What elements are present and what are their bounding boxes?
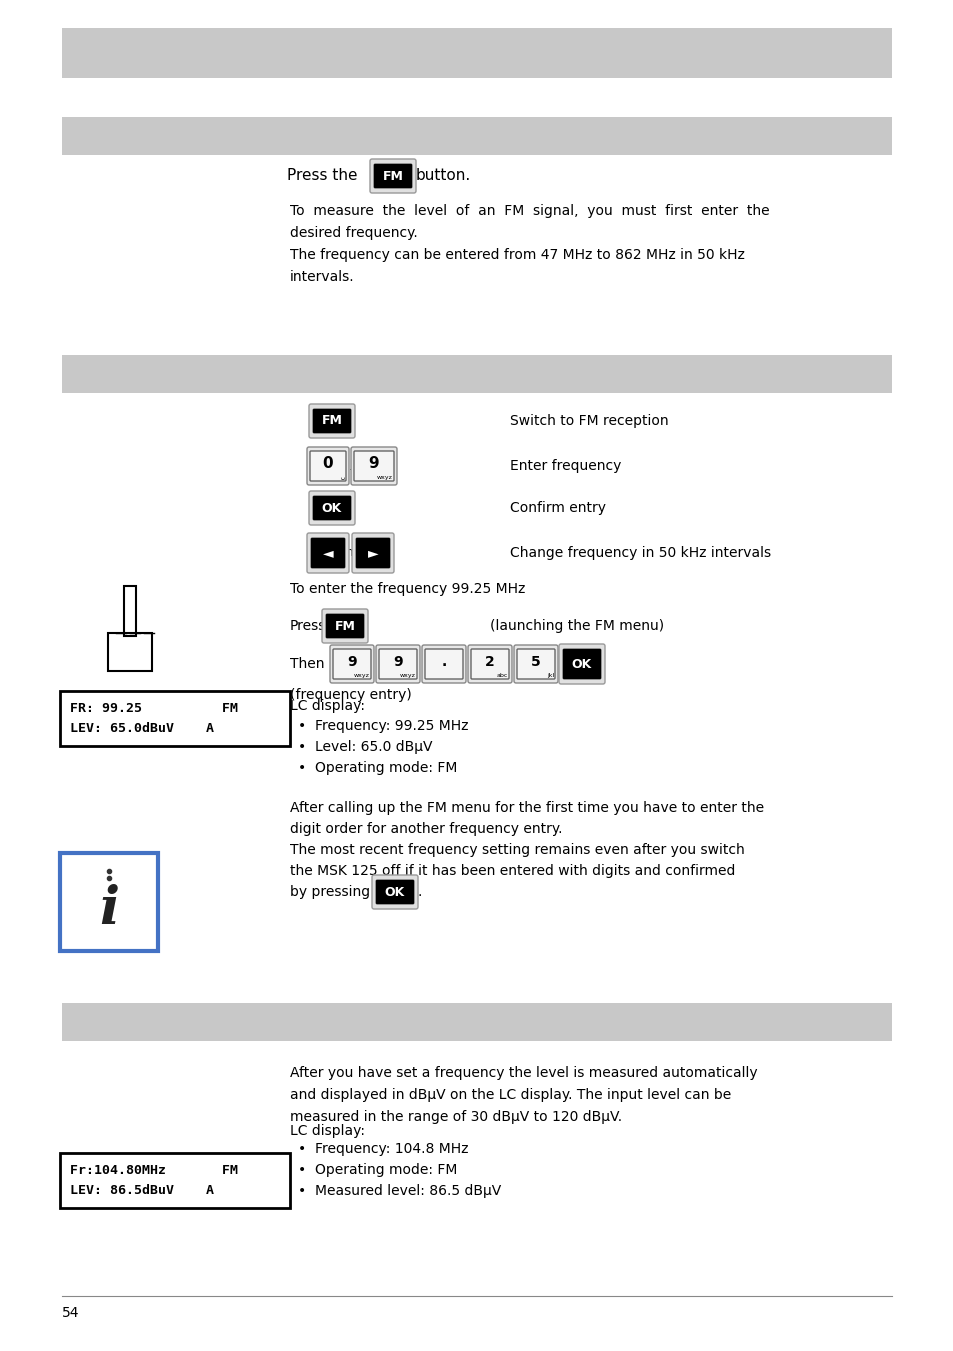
Text: LC display:: LC display:: [290, 698, 365, 713]
Text: the MSK 125 off if it has been entered with digits and confirmed: the MSK 125 off if it has been entered w…: [290, 865, 735, 878]
Text: OK: OK: [321, 501, 342, 515]
Text: After you have set a frequency the level is measured automatically: After you have set a frequency the level…: [290, 1066, 757, 1079]
FancyBboxPatch shape: [514, 644, 558, 684]
FancyBboxPatch shape: [307, 534, 349, 573]
FancyBboxPatch shape: [558, 644, 604, 684]
Text: ...: ...: [346, 459, 357, 473]
Text: jkl: jkl: [546, 673, 554, 678]
Bar: [60, 1152, 290, 1208]
Text: 9: 9: [368, 457, 379, 471]
FancyBboxPatch shape: [375, 644, 419, 684]
Text: ␣: ␣: [340, 476, 345, 480]
Text: (launching the FM menu): (launching the FM menu): [490, 619, 663, 634]
Text: ►: ►: [367, 546, 378, 561]
Text: Confirm entry: Confirm entry: [510, 501, 605, 515]
FancyBboxPatch shape: [375, 880, 414, 904]
Text: measured in the range of 30 dBμV to 120 dBμV.: measured in the range of 30 dBμV to 120 …: [290, 1111, 621, 1124]
Bar: [62, 1002, 891, 1042]
FancyBboxPatch shape: [354, 451, 394, 481]
FancyBboxPatch shape: [421, 644, 465, 684]
Text: abc: abc: [497, 673, 507, 678]
Bar: [62, 118, 891, 155]
Text: 54: 54: [62, 1306, 79, 1320]
Text: •  Operating mode: FM: • Operating mode: FM: [297, 761, 456, 775]
Text: button.: button.: [416, 169, 471, 184]
Text: ◄: ◄: [322, 546, 333, 561]
Text: After calling up the FM menu for the first time you have to enter the: After calling up the FM menu for the fir…: [290, 801, 763, 815]
FancyBboxPatch shape: [424, 648, 462, 680]
Text: FM: FM: [335, 620, 355, 632]
Text: Press: Press: [290, 619, 326, 634]
FancyBboxPatch shape: [313, 409, 351, 434]
Text: The frequency can be entered from 47 MHz to 862 MHz in 50 kHz: The frequency can be entered from 47 MHz…: [290, 249, 744, 262]
Text: i: i: [99, 885, 119, 935]
Text: Fr:104.80MHz       FM: Fr:104.80MHz FM: [70, 1165, 237, 1177]
FancyBboxPatch shape: [309, 490, 355, 526]
Text: FR: 99.25          FM: FR: 99.25 FM: [70, 703, 237, 715]
FancyBboxPatch shape: [562, 648, 600, 680]
Text: 0: 0: [322, 457, 333, 471]
FancyBboxPatch shape: [322, 609, 368, 643]
Text: 2: 2: [485, 655, 495, 669]
Text: OK: OK: [384, 885, 405, 898]
FancyBboxPatch shape: [307, 447, 349, 485]
FancyBboxPatch shape: [351, 447, 396, 485]
Text: •  Operating mode: FM: • Operating mode: FM: [297, 1163, 456, 1177]
FancyBboxPatch shape: [309, 404, 355, 438]
Text: intervals.: intervals.: [290, 270, 355, 284]
Text: 5: 5: [531, 655, 540, 669]
Text: (frequency entry): (frequency entry): [290, 688, 412, 703]
Bar: [60, 852, 158, 951]
Text: .: .: [417, 885, 422, 898]
Text: 9: 9: [393, 655, 402, 669]
Text: Change frequency in 50 kHz intervals: Change frequency in 50 kHz intervals: [510, 546, 770, 561]
Text: digit order for another frequency entry.: digit order for another frequency entry.: [290, 821, 562, 836]
Text: by pressing: by pressing: [290, 885, 370, 898]
FancyBboxPatch shape: [352, 534, 394, 573]
FancyBboxPatch shape: [311, 538, 345, 567]
Text: To  measure  the  level  of  an  FM  signal,  you  must  first  enter  the: To measure the level of an FM signal, yo…: [290, 204, 769, 218]
Text: OK: OK: [571, 658, 592, 670]
Text: LEV: 86.5dBuV    A: LEV: 86.5dBuV A: [70, 1183, 213, 1197]
FancyBboxPatch shape: [370, 159, 416, 193]
FancyBboxPatch shape: [330, 644, 374, 684]
Text: desired frequency.: desired frequency.: [290, 226, 417, 240]
Text: wxyz: wxyz: [354, 673, 370, 678]
FancyBboxPatch shape: [326, 613, 364, 638]
Text: FM: FM: [321, 415, 342, 427]
FancyBboxPatch shape: [374, 163, 412, 188]
FancyBboxPatch shape: [517, 648, 555, 680]
FancyBboxPatch shape: [468, 644, 512, 684]
FancyBboxPatch shape: [313, 496, 351, 520]
Bar: [60, 690, 290, 746]
Text: FM: FM: [382, 169, 403, 182]
Text: Enter frequency: Enter frequency: [510, 459, 620, 473]
Text: •  Level: 65.0 dBμV: • Level: 65.0 dBμV: [297, 740, 432, 754]
Text: .: .: [441, 655, 446, 669]
Text: wxyz: wxyz: [376, 476, 393, 480]
Text: LEV: 65.0dBuV    A: LEV: 65.0dBuV A: [70, 721, 213, 735]
Text: •  Measured level: 86.5 dBμV: • Measured level: 86.5 dBμV: [297, 1183, 500, 1198]
Bar: [62, 355, 891, 393]
Text: wxyz: wxyz: [399, 673, 416, 678]
FancyBboxPatch shape: [333, 648, 371, 680]
FancyBboxPatch shape: [355, 538, 390, 567]
Bar: [62, 28, 891, 78]
Text: LC display:: LC display:: [290, 1124, 365, 1138]
Text: The most recent frequency setting remains even after you switch: The most recent frequency setting remain…: [290, 843, 744, 857]
Text: Then: Then: [290, 657, 324, 671]
Text: Switch to FM reception: Switch to FM reception: [510, 413, 668, 428]
Text: 9: 9: [347, 655, 356, 669]
FancyBboxPatch shape: [471, 648, 509, 680]
FancyBboxPatch shape: [310, 451, 346, 481]
FancyBboxPatch shape: [378, 648, 416, 680]
Text: Press the: Press the: [287, 169, 357, 184]
Text: and: and: [337, 547, 361, 559]
Text: •  Frequency: 99.25 MHz: • Frequency: 99.25 MHz: [297, 719, 468, 734]
Text: and displayed in dBμV on the LC display. The input level can be: and displayed in dBμV on the LC display.…: [290, 1088, 731, 1102]
FancyBboxPatch shape: [372, 875, 417, 909]
Text: To enter the frequency 99.25 MHz: To enter the frequency 99.25 MHz: [290, 582, 525, 596]
Text: •  Frequency: 104.8 MHz: • Frequency: 104.8 MHz: [297, 1142, 468, 1156]
